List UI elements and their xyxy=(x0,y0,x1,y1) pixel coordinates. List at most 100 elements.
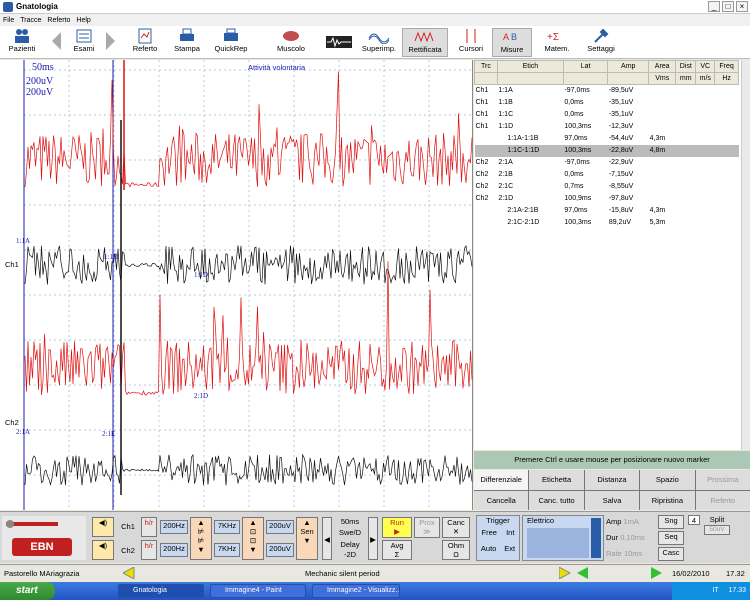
differenziale-button[interactable]: Differenziale xyxy=(474,470,529,490)
table-row[interactable]: 2:1A-2:1B 97,0ms -15,8uV 4,3m xyxy=(475,205,739,217)
sensitivity-ch2[interactable]: 200uV xyxy=(266,543,294,557)
task-paint[interactable]: Immagine4 - Paint xyxy=(210,584,306,598)
timebase-right-arrow[interactable]: ▶ xyxy=(368,517,378,560)
close-button[interactable]: × xyxy=(736,1,748,12)
sequence-button[interactable]: Seq xyxy=(658,531,684,545)
toolbar-pazienti[interactable]: Pazienti xyxy=(4,28,40,57)
trigger-ext[interactable]: Ext xyxy=(504,544,516,553)
menu-file[interactable]: File xyxy=(3,16,15,24)
col-header[interactable]: Area xyxy=(648,60,677,73)
lowpass-stepper[interactable]: ▲ ⊡ ⊡ ▼ xyxy=(242,517,264,560)
table-row[interactable]: 2:1C-2:1D 100,3ms 89,2uV 5,3m xyxy=(475,217,739,229)
col-header[interactable]: Amp xyxy=(607,60,650,73)
distanza-button[interactable]: Distanza xyxy=(584,470,640,490)
toolbar-referto[interactable]: Referto xyxy=(128,28,162,57)
run-button[interactable]: Run ▶ xyxy=(382,517,412,538)
measures-scrollbar[interactable] xyxy=(741,60,750,450)
timebase-left-arrow[interactable]: ◀ xyxy=(322,517,332,560)
marker-2-1e[interactable]: 2:1E xyxy=(102,430,116,438)
highpass-ch2[interactable]: 200Hz xyxy=(160,543,188,557)
etichetta-button[interactable]: Etichetta xyxy=(529,470,584,490)
table-row[interactable]: Ch2 2:1B 0,0ms -7,15uV xyxy=(475,169,739,181)
split-value[interactable]: 50uV xyxy=(704,525,730,535)
single-button[interactable]: Sng xyxy=(658,515,684,529)
ch2-selector[interactable]: Ch2 xyxy=(121,546,135,555)
table-row[interactable]: Ch1 1:1C 0,0ms -35,1uV xyxy=(475,109,739,121)
toolbar-rettificata[interactable]: Rettificata xyxy=(402,28,448,57)
toolbar-quickrep[interactable]: QuickRep xyxy=(210,28,252,57)
lowpass-ch2[interactable]: 7KHz xyxy=(214,543,240,557)
table-row[interactable]: Ch1 1:1B 0,0ms -35,1uV xyxy=(475,97,739,109)
trigger-int[interactable]: Int xyxy=(506,528,515,537)
highpass-stepper[interactable]: ▲ ⊭ ⊭ ▼ xyxy=(190,517,212,560)
stim-level-value[interactable]: 4 xyxy=(688,515,700,525)
col-header[interactable]: Lat xyxy=(562,60,609,73)
marker-1-1d[interactable]: 1:1D xyxy=(194,271,208,279)
canc-button[interactable]: Canc ✕ xyxy=(442,517,470,538)
col-header[interactable]: Dist xyxy=(675,60,697,73)
marker-1-1a[interactable]: 1:1A xyxy=(16,237,30,245)
menu-tracce[interactable]: Tracce xyxy=(20,16,42,24)
speaker-ch2-icon[interactable]: ◀) xyxy=(92,540,114,560)
minimize-button[interactable]: _ xyxy=(708,1,720,12)
col-header[interactable]: Trc xyxy=(474,60,498,73)
back-arrow-icon[interactable] xyxy=(52,32,62,50)
avg-button[interactable]: Avg Σ xyxy=(382,540,412,560)
language-indicator[interactable]: IT xyxy=(712,587,719,594)
ohm-button[interactable]: Ohm Ω xyxy=(442,540,470,560)
marker-1-1b[interactable]: 1:1B xyxy=(104,253,118,261)
rectify-ch1-toggle[interactable]: h/r xyxy=(141,517,157,537)
next-green-icon[interactable] xyxy=(651,567,663,579)
stimulus-waveforms[interactable] xyxy=(527,528,589,558)
next-yellow-icon[interactable] xyxy=(559,567,571,579)
table-row[interactable]: 1:1A-1:1B 97,0ms -54,4uV 4,3m xyxy=(475,133,739,145)
start-button[interactable]: start xyxy=(0,582,55,600)
col-header[interactable]: VC xyxy=(695,60,716,73)
task-gnatologia[interactable]: Gnatologia xyxy=(118,584,204,598)
prossima-button[interactable]: Prossima xyxy=(695,470,750,490)
forward-arrow-icon[interactable] xyxy=(106,32,116,50)
trigger-free[interactable]: Free xyxy=(481,528,497,537)
col-header[interactable]: Etich xyxy=(496,60,564,73)
volume-slider[interactable] xyxy=(6,522,58,526)
marker-2-1a[interactable]: 2:1A xyxy=(16,428,30,436)
toolbar-stampa[interactable]: Stampa xyxy=(170,28,204,57)
toolbar-settaggi[interactable]: Settaggi xyxy=(580,28,622,57)
menu-referto[interactable]: Referto xyxy=(47,16,71,24)
waveform-icon[interactable] xyxy=(326,36,352,48)
menu-help[interactable]: Help xyxy=(76,16,91,24)
toolbar-matem[interactable]: +Σ Matem. xyxy=(538,28,576,57)
table-row[interactable]: Ch1 1:1A -97,0ms -89,5uV xyxy=(475,85,739,97)
toolbar-muscolo[interactable]: Muscolo xyxy=(272,28,310,57)
task-viewer[interactable]: Immagine2 - Visualizz... xyxy=(312,584,400,598)
cancella-button[interactable]: Cancella xyxy=(474,490,529,510)
signal-plot[interactable]: 50ms 200uV 200uV Attività volontaria Ch1… xyxy=(0,60,473,510)
table-row[interactable]: Ch2 2:1C 0,7ms -8,55uV xyxy=(475,181,739,193)
ripristina-button[interactable]: Ripristina xyxy=(640,490,695,510)
speaker-ch1-icon[interactable]: ◀) xyxy=(92,517,114,537)
ch1-selector[interactable]: Ch1 xyxy=(121,522,135,531)
toolbar-cursori[interactable]: Cursori xyxy=(454,28,488,57)
stimulus-slider[interactable] xyxy=(591,518,601,558)
volume-knob[interactable] xyxy=(6,520,14,528)
table-row[interactable]: 1:1C-1:1D 100,3ms -22,8uV 4,8m xyxy=(474,144,739,157)
canc-tutto-button[interactable]: Canc. tutto xyxy=(529,490,584,510)
referto-button[interactable]: Referto xyxy=(695,490,750,510)
highpass-ch1[interactable]: 200Hz xyxy=(160,520,188,534)
maximize-button[interactable]: □ xyxy=(722,1,734,12)
prev-arrow-icon[interactable] xyxy=(123,567,135,579)
salva-button[interactable]: Salva xyxy=(584,490,640,510)
lowpass-ch1[interactable]: 7KHz xyxy=(214,520,240,534)
emg-traces[interactable] xyxy=(0,60,473,510)
cascade-button[interactable]: Casc xyxy=(658,547,684,561)
rectify-ch2-toggle[interactable]: h/r xyxy=(141,540,157,560)
toolbar-esami[interactable]: Esami xyxy=(68,28,100,57)
marker-2-1d[interactable]: 2:1D xyxy=(194,392,208,400)
table-row[interactable]: Ch1 1:1D 100,3ms -12,3uV xyxy=(475,121,739,133)
trigger-auto[interactable]: Auto xyxy=(480,544,497,553)
sensitivity-ch1[interactable]: 200uV xyxy=(266,520,294,534)
sensitivity-stepper[interactable]: ▲ Sen ▼ xyxy=(296,517,318,560)
col-header[interactable]: Freq xyxy=(714,60,739,73)
table-row[interactable]: Ch2 2:1D 100,9ms -97,8uV xyxy=(475,193,739,205)
